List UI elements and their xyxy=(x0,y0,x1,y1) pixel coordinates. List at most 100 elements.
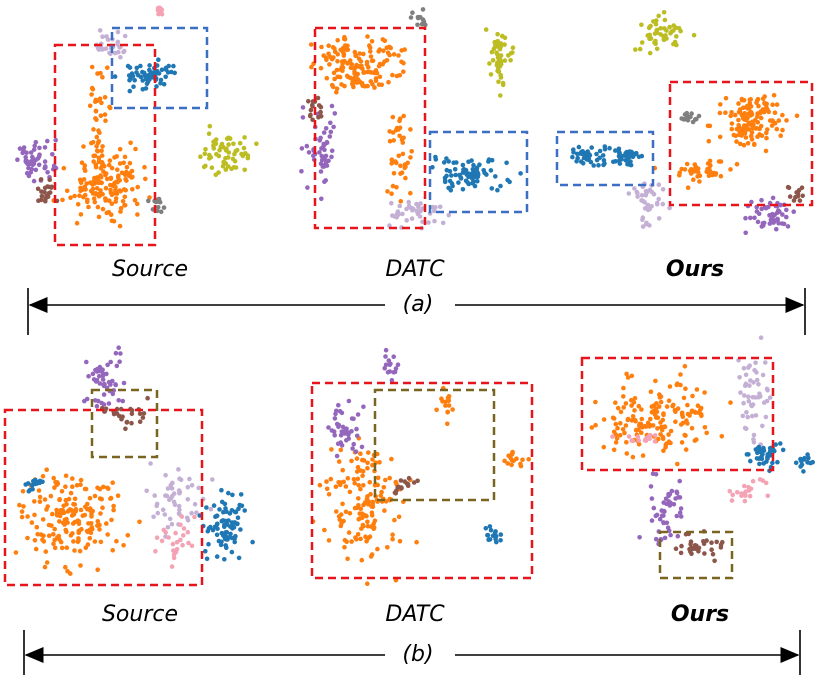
point xyxy=(664,441,669,447)
point xyxy=(112,50,118,56)
point xyxy=(674,490,680,496)
point xyxy=(658,420,663,425)
point xyxy=(216,538,222,544)
point xyxy=(586,156,592,161)
point xyxy=(340,45,346,51)
point xyxy=(70,521,76,526)
point xyxy=(431,208,437,214)
point xyxy=(115,167,120,172)
point xyxy=(171,555,177,561)
point xyxy=(178,537,183,543)
point xyxy=(390,532,395,537)
point xyxy=(330,84,336,90)
point xyxy=(208,524,213,530)
point xyxy=(20,489,26,494)
point xyxy=(163,493,168,498)
point xyxy=(23,482,29,487)
point xyxy=(389,161,395,166)
point xyxy=(332,416,338,421)
point xyxy=(82,192,88,198)
point xyxy=(50,511,55,517)
point xyxy=(37,145,42,151)
highlight-box xyxy=(90,388,159,459)
point xyxy=(321,53,327,58)
point xyxy=(723,95,729,101)
point xyxy=(750,402,756,407)
point xyxy=(755,219,761,225)
point xyxy=(98,539,104,545)
point xyxy=(653,536,659,542)
point xyxy=(492,39,498,45)
point xyxy=(571,149,576,155)
point xyxy=(656,404,662,409)
point xyxy=(19,509,25,514)
point xyxy=(692,162,698,167)
point xyxy=(382,508,387,513)
point xyxy=(611,447,617,453)
point xyxy=(100,505,105,511)
point xyxy=(510,449,515,455)
point xyxy=(664,520,670,526)
point xyxy=(506,453,511,459)
point xyxy=(65,520,70,525)
point xyxy=(103,198,108,203)
point xyxy=(108,359,113,365)
point xyxy=(774,102,780,107)
point xyxy=(648,23,653,29)
point xyxy=(414,208,420,214)
point xyxy=(223,148,229,153)
point xyxy=(628,159,633,164)
point xyxy=(682,432,687,438)
point xyxy=(624,440,629,445)
point xyxy=(192,514,197,520)
point xyxy=(17,146,23,151)
point xyxy=(707,167,712,173)
point xyxy=(505,461,511,466)
point xyxy=(39,193,45,199)
point xyxy=(394,185,399,190)
point xyxy=(656,216,662,221)
point xyxy=(118,351,123,356)
point xyxy=(100,377,106,382)
point xyxy=(361,70,366,75)
point xyxy=(645,188,650,194)
point xyxy=(637,535,642,540)
point xyxy=(753,395,758,400)
point xyxy=(737,375,742,380)
point xyxy=(167,497,172,503)
point xyxy=(335,38,341,43)
point xyxy=(347,511,353,516)
point xyxy=(674,513,680,519)
point xyxy=(202,151,208,157)
point xyxy=(399,48,405,53)
point xyxy=(203,147,208,152)
point xyxy=(316,115,321,120)
point xyxy=(470,170,475,176)
point xyxy=(105,362,110,368)
point xyxy=(749,137,755,142)
point xyxy=(728,113,733,119)
point xyxy=(749,199,754,205)
point xyxy=(33,139,39,145)
point xyxy=(687,546,692,552)
point xyxy=(86,374,91,379)
point xyxy=(208,506,214,512)
point xyxy=(113,199,118,204)
point xyxy=(64,545,70,550)
point xyxy=(74,483,80,488)
point xyxy=(340,467,346,473)
point xyxy=(356,483,362,488)
point xyxy=(489,186,495,191)
point xyxy=(488,527,494,533)
point xyxy=(21,145,27,150)
point xyxy=(387,138,393,144)
point xyxy=(355,71,361,77)
point xyxy=(695,403,701,409)
point xyxy=(655,426,660,431)
point xyxy=(215,521,220,527)
point xyxy=(162,512,168,517)
point xyxy=(346,436,352,441)
point xyxy=(730,492,735,498)
point xyxy=(41,533,46,538)
point xyxy=(389,456,394,462)
